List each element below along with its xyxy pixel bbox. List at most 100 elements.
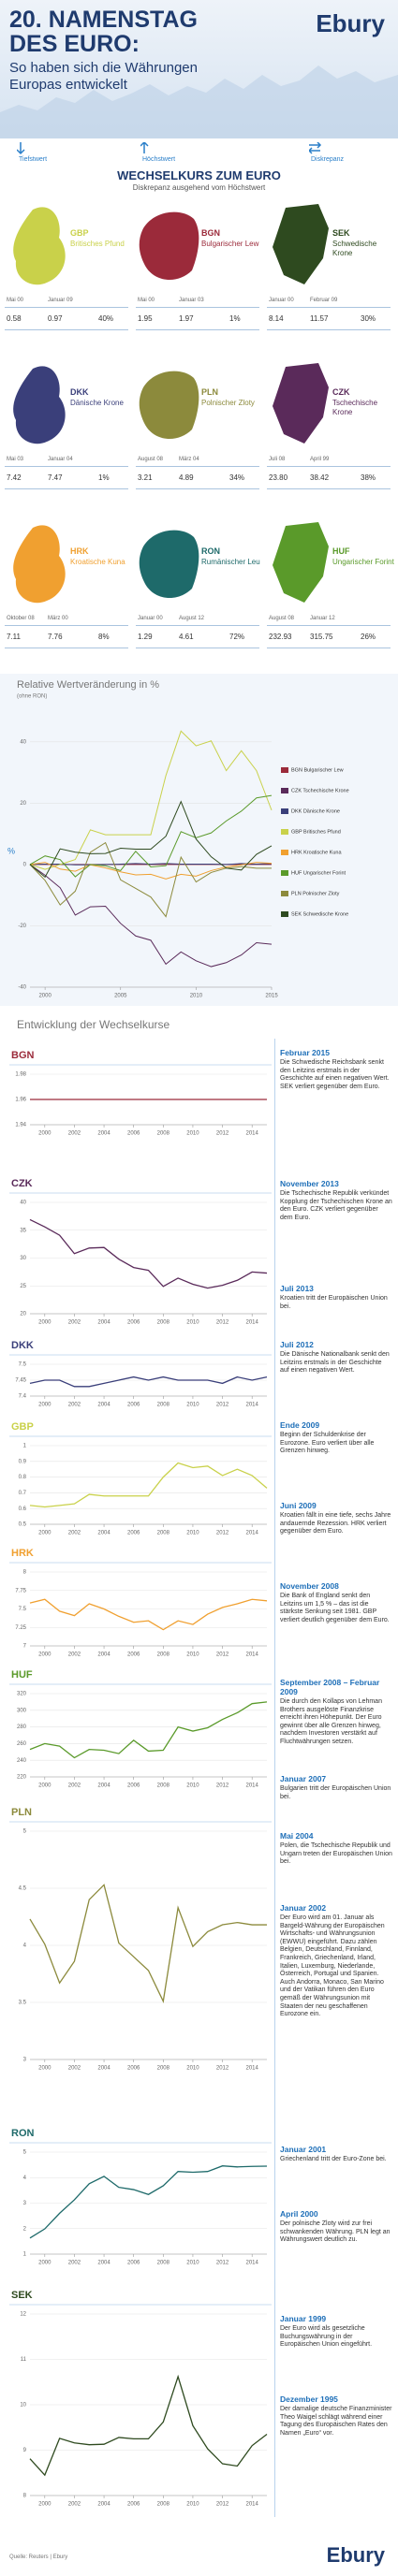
y-tick-label: 5 [23,1829,27,1835]
chart: SEK 8 9 10 11 12 2000 2002 2004 2006 2008 2010 2012 2… [9,2290,272,2508]
y-tick-label: 3 [23,2201,27,2206]
y-tick-label: 4 [23,1943,27,1949]
x-tick-label: 2010 [186,2261,199,2266]
data-line [29,863,273,866]
x-tick-label: 2010 [186,1131,199,1137]
event-date: Juni 2009 [280,1501,317,1510]
country-map [139,371,199,440]
legend-swatch [281,788,288,793]
high-date: März 04 [179,457,199,462]
event-text: Griechenland tritt der Euro-Zone bei. [280,2156,387,2162]
event-date: September 2008 – Februar 2009 [280,1678,380,1696]
y-tick-label: 280 [17,1725,27,1730]
x-tick-label: 2012 [216,1652,229,1658]
event-date: Januar 2002 [280,1903,327,1913]
high-date: Januar 03 [179,298,204,303]
y-tick-label: 7.5 [19,1607,27,1612]
event-text: Polen, die Tschechische Republik und Ung… [280,1842,392,1866]
arrow [309,142,322,154]
chart: Relative Wertveränderung in % (ohne RON)%… [0,674,398,1006]
x-tick-label: 2002 [68,1403,81,1408]
event: Ende 2009 Beginn der Schuldenkrise der Eu… [280,1420,392,1456]
x-tick-label: 2006 [127,1320,140,1326]
low-value: 7.42 [7,473,22,482]
data-line [29,841,272,918]
currency-code: SEK [332,228,350,238]
low-date: Oktober 08 [7,616,35,621]
chart: BGN 1.94 1.96 1.98 2000 2002 2004 2006 2008 2010 2… [9,1050,272,1137]
y-tick-label: 0.6 [19,1506,27,1512]
card-rule [267,307,391,308]
x-tick-label: 2012 [216,2261,229,2266]
event: Januar 2007 Bulgarien tritt der Europäisc… [280,1774,392,1801]
currency-code: RON [201,546,220,556]
low-value: 3.21 [138,473,153,482]
currency-card: SEK Schwedische Krone Januar 00 Februar 09 8… [267,196,394,346]
chart-bg [0,674,398,1006]
event-date: November 2013 [280,1179,339,1188]
legend-swatch [281,891,288,896]
x-tick-label: 2010 [186,1403,199,1408]
event-text: Die Tschechische Republik verkündet Kopp… [280,1190,392,1221]
diff-value: 1% [229,314,241,323]
y-tick-label: 240 [17,1758,27,1764]
event-text: Die Bank of England senkt den Leitzins u… [280,1593,390,1623]
high-date: Januar 04 [48,457,73,462]
legend-swatch [281,850,288,855]
y-tick-label: 7.75 [15,1588,26,1594]
y-tick-label: 40 [20,1201,26,1206]
card-section-title: WECHSELKURS ZUM EURO [117,168,281,182]
legend-label: Höchstwert [142,156,176,163]
x-tick-label: 2014 [246,1320,259,1326]
x-tick-label: 2000 [38,1652,52,1658]
x-tick-label: 2010 [186,1531,199,1536]
x-tick-label: 2014 [246,1131,259,1137]
chart-subtitle: (ohne RON) [17,694,47,700]
y-tick-label: 320 [17,1692,27,1697]
currency-name: Kroatische Kuna [70,558,125,566]
chart-title: RON [11,2128,35,2139]
chart-title: HUF [11,1669,33,1681]
x-tick-label: 2006 [127,1403,140,1408]
high-value: 4.61 [179,633,194,641]
x-tick-label: 2008 [157,1783,170,1789]
y-tick-label: 11 [21,2357,27,2363]
event: Januar 2001 Griechenland tritt der Euro-Z… [280,2145,392,2164]
card-rule [136,488,259,489]
x-tick-label: 2004 [97,2261,111,2266]
diff-value: 40% [98,314,114,323]
x-tick-label: 2004 [97,1531,111,1536]
event-text: Beginn der Schuldenkrise der Eurozone. E… [280,1432,375,1455]
country-shape [13,207,66,285]
x-tick-label: 2000 [38,1531,52,1536]
y-tick-label: 10 [20,2403,26,2409]
x-tick-label: 2010 [186,1652,199,1658]
data-line [29,1598,268,1631]
x-tick-label: 2008 [157,1531,170,1536]
x-tick-label: 2012 [216,1131,229,1137]
currency-name: Dänische Krone [70,399,124,407]
country-map [139,211,199,281]
x-tick-label: 2000 [38,2502,52,2508]
country-shape [13,525,66,604]
high-date: April 99 [310,457,330,462]
card-rule [136,466,259,467]
y-axis-label: % [7,846,15,855]
diff-value: 30% [361,314,376,323]
chart-title: HRK [11,1548,34,1559]
x-tick-label: 2012 [216,1320,229,1326]
card-section-subtitle: Diskrepanz ausgehend vom Höchstwert [132,183,266,192]
low-date: Mai 00 [138,298,155,303]
y-tick-label: 7.25 [15,1625,26,1631]
event-date: April 2000 [280,2209,318,2219]
country-shape [139,371,199,440]
chart-title: BGN [11,1050,35,1061]
legend-swatch [281,808,288,814]
y-tick-label: 4 [23,2176,27,2181]
x-tick-label: 2012 [216,1783,229,1789]
x-tick-label: 2014 [246,2066,259,2072]
card-rule [267,625,391,626]
country-shape [139,530,199,599]
event-text: Der Euro wird am 01. Januar als Bargeld-… [280,1914,385,2018]
legend-label: BGN Bulgarischer Lew [291,767,344,773]
